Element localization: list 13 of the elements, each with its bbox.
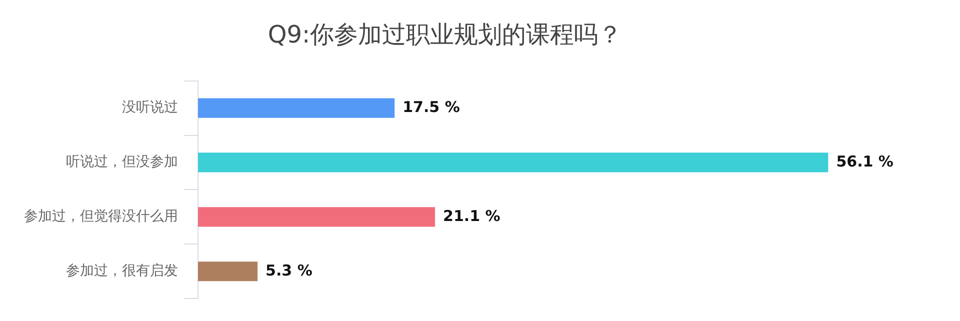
bar [198,262,258,282]
y-tick-label: 听说过，但没参加 [66,154,178,170]
bar [198,207,436,227]
chart-title: Q9:你参加过职业规划的课程吗？ [268,20,622,49]
data-label: 17.5 % [402,98,460,116]
data-label: 5.3 % [266,261,312,280]
y-tick-label: 参加过，很有启发 [66,263,178,280]
y-tick-label: 参加过，但觉得没什么用 [24,208,178,225]
y-tick-label: 没听说过 [122,100,178,116]
bar [198,98,395,118]
data-label: 21.1 % [443,206,500,225]
data-label: 56.1 % [836,152,894,170]
bar [198,152,828,172]
